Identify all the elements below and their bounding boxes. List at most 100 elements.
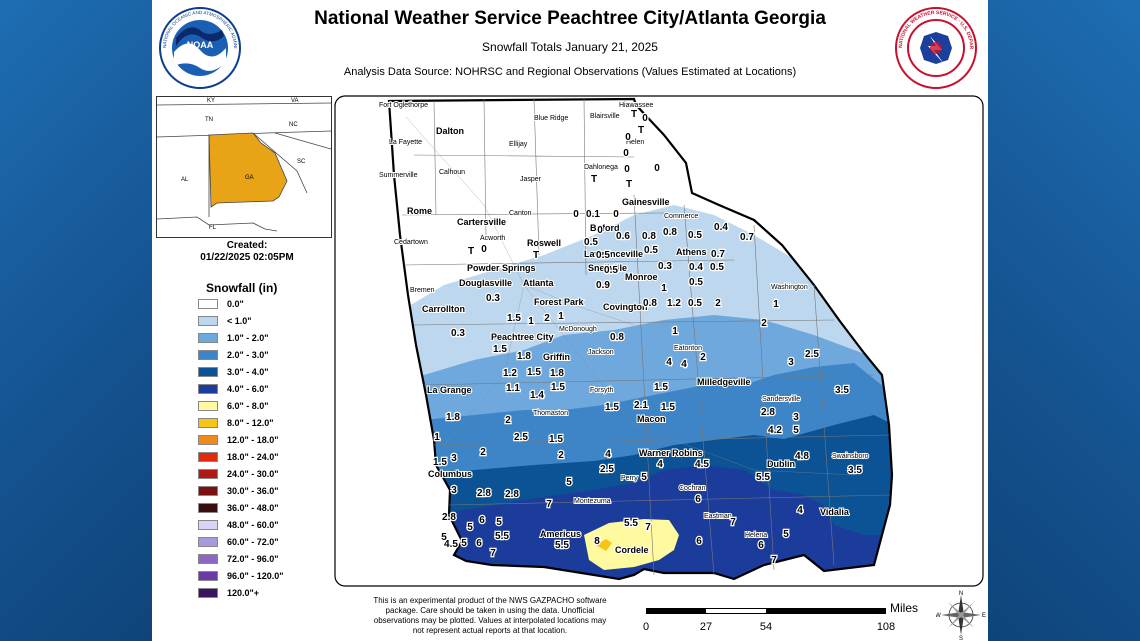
snowfall-value: 1.5 <box>654 382 668 393</box>
snowfall-value: 7 <box>771 555 777 566</box>
legend-label: 48.0" - 60.0" <box>227 520 279 530</box>
snowfall-value: 0.9 <box>596 280 610 291</box>
snowfall-value: 5.5 <box>624 518 638 529</box>
legend-label: 12.0" - 18.0" <box>227 435 279 445</box>
scale-tick-54: 54 <box>760 621 772 633</box>
legend-label: 24.0" - 30.0" <box>227 469 279 479</box>
snowfall-value: 1.2 <box>667 298 681 309</box>
city-label: Eatonton <box>674 345 702 352</box>
inset-label-va: VA <box>291 98 299 104</box>
snowfall-value: 0.7 <box>740 232 754 243</box>
snowfall-value: 5.5 <box>756 472 770 483</box>
snowfall-value: 2 <box>700 352 706 363</box>
snowfall-value: 2 <box>480 447 486 458</box>
snowfall-value: 5 <box>441 532 447 543</box>
compass-s: S <box>959 636 963 640</box>
snowfall-value: 0.7 <box>711 249 725 260</box>
snowfall-value: 8 <box>594 536 600 547</box>
scale-bar-segment <box>706 609 766 613</box>
snowfall-value: 3 <box>451 453 457 464</box>
snowfall-value: 0.5 <box>710 262 724 273</box>
legend-swatch <box>198 469 218 479</box>
city-labels: Fort Oglethorpe Hiawassee Blue Ridge Blairs… <box>378 101 870 556</box>
snowfall-value: T <box>631 109 637 120</box>
snowfall-value: 0 <box>623 148 629 159</box>
snowfall-value: 2 <box>544 313 550 324</box>
created-stamp: Created: 01/22/2025 02:05PM <box>152 240 342 264</box>
inset-label-al: AL <box>181 177 189 183</box>
city-label: La Fayette <box>389 139 422 146</box>
snowfall-value: 3.5 <box>848 465 862 476</box>
city-label: Columbus <box>428 469 472 479</box>
inset-label-ga: GA <box>245 175 254 181</box>
snowfall-value: 1.8 <box>550 368 564 379</box>
locator-map: KY VA TN NC SC AL GA FL <box>156 96 332 238</box>
city-label: Macon <box>637 414 666 424</box>
snowfall-value: 4 <box>657 459 663 470</box>
snowfall-value: 5 <box>566 477 572 488</box>
snowfall-value: 1.5 <box>549 434 563 445</box>
snowfall-value: 3 <box>788 357 794 368</box>
city-label: Hiawassee <box>619 102 653 109</box>
legend-item: < 1.0" <box>198 314 318 328</box>
subtitle: Snowfall Totals January 21, 2025 <box>482 40 658 54</box>
city-label: Sandersville <box>762 396 800 403</box>
snowfall-value: 3 <box>451 485 457 496</box>
background-left <box>0 0 152 641</box>
city-label: Washington <box>771 284 808 291</box>
snowfall-value: 5 <box>793 425 799 436</box>
city-label: Helena <box>745 532 767 539</box>
legend-swatch <box>198 435 218 445</box>
legend-label: 3.0" - 4.0" <box>227 367 269 377</box>
snowfall-value: 1.1 <box>506 383 520 394</box>
legend-item: 30.0" - 36.0" <box>198 484 318 498</box>
legend-swatch <box>198 299 218 309</box>
legend-swatch <box>198 452 218 462</box>
disclaimer: This is an experimental product of the N… <box>373 596 607 635</box>
legend-label: 96.0" - 120.0" <box>227 571 284 581</box>
snowfall-value: 0 <box>613 209 619 220</box>
data-source: Analysis Data Source: NOHRSC and Regiona… <box>343 66 797 78</box>
city-label: Fort Oglethorpe <box>379 102 428 109</box>
snowfall-value: 1 <box>434 432 440 443</box>
snowfall-value: 2 <box>715 298 721 309</box>
snowfall-value: 0.8 <box>610 332 624 343</box>
legend-label: 36.0" - 48.0" <box>227 503 279 513</box>
city-label: Commerce <box>664 213 698 220</box>
main-title: National Weather Service Peachtree City/… <box>314 8 826 29</box>
snowfall-fill <box>389 99 892 579</box>
snowfall-value: 2.5 <box>805 349 819 360</box>
snowfall-value: 2.8 <box>505 489 519 500</box>
city-label: Eastman <box>704 513 732 520</box>
snowfall-value: 2.8 <box>761 407 775 418</box>
legend-label: 8.0" - 12.0" <box>227 418 274 428</box>
legend-label: 0.0" <box>227 299 244 309</box>
snowfall-value: 4 <box>797 505 803 516</box>
snowfall-value: 2 <box>505 415 511 426</box>
snowfall-value: 3.5 <box>835 385 849 396</box>
legend-item: 1.0" - 2.0" <box>198 331 318 345</box>
snowfall-value: 1 <box>558 311 564 322</box>
snowfall-value: 6 <box>695 494 701 505</box>
city-label: Warner Robins <box>639 448 703 458</box>
snowfall-value: 3 <box>793 412 799 423</box>
snowfall-value: 1.8 <box>446 412 460 423</box>
snowfall-value: 0 <box>625 132 631 143</box>
legend-label: 1.0" - 2.0" <box>227 333 269 343</box>
snowfall-value: 1 <box>528 316 534 327</box>
legend-label: 2.0" - 3.0" <box>227 350 269 360</box>
snowfall-value: 0.5 <box>688 298 702 309</box>
city-label: Perry <box>621 475 638 482</box>
snowfall-value: 0 <box>624 164 630 175</box>
snowfall-value: 7 <box>490 548 496 559</box>
legend-swatch <box>198 588 218 598</box>
city-label: Buford <box>590 223 620 233</box>
city-label: Rome <box>407 206 432 216</box>
legend-item: 120.0"+ <box>198 586 318 600</box>
legend-swatch <box>198 537 218 547</box>
snowfall-value: 1.5 <box>507 313 521 324</box>
inset-label-fl: FL <box>209 225 217 231</box>
legend-swatch <box>198 384 218 394</box>
city-label: Swainsboro <box>832 453 869 460</box>
snowfall-value: T <box>626 179 632 190</box>
